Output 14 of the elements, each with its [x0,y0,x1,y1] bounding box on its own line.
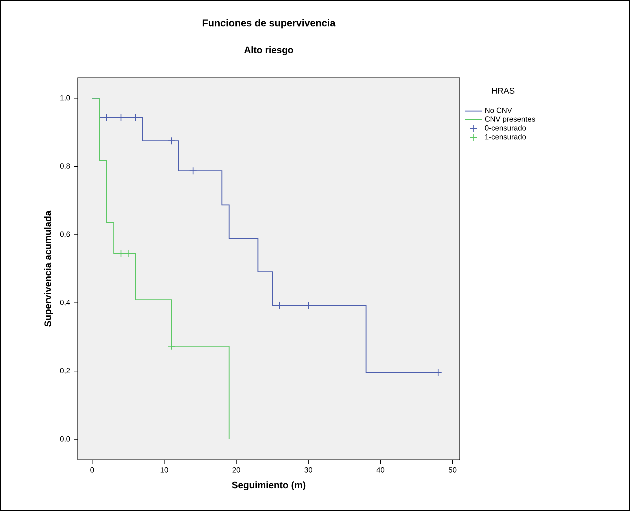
point [102,114,111,122]
point [168,137,176,145]
point [168,342,176,350]
point [117,114,126,122]
y-axis-title: Supervivencia acumulada [44,210,54,327]
point [132,114,140,122]
point [434,368,442,377]
chart-subtitle: Alto riesgo [244,46,294,56]
point [124,250,132,258]
legend-title: HRAS [492,88,515,94]
point [117,250,126,258]
x-axis-title: Seguimiento (m) [232,482,306,491]
point [189,167,198,176]
chart-title: Funciones de supervivencia [202,19,336,29]
